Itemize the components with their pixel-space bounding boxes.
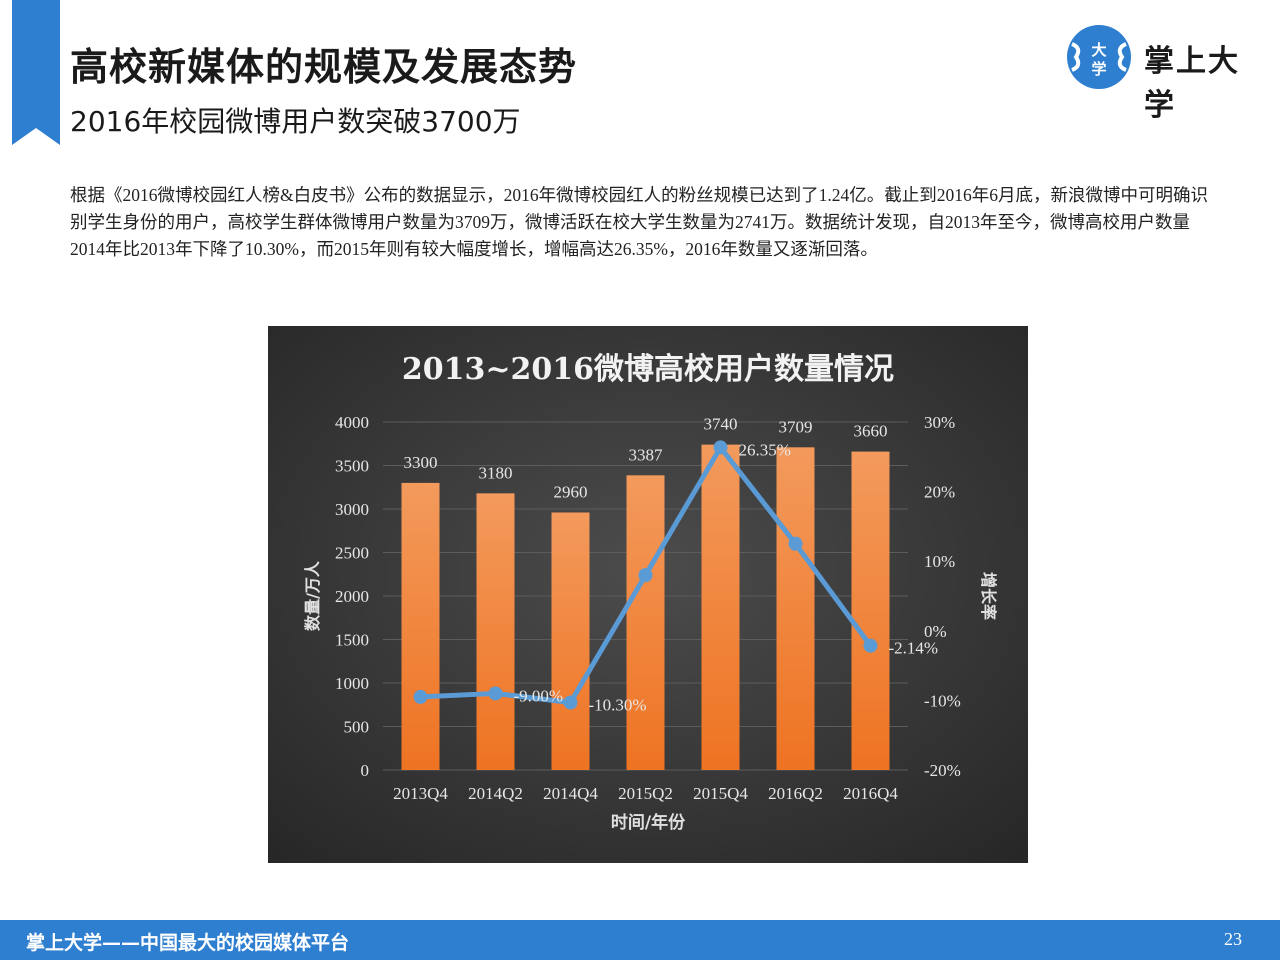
growth-rate-label: -9.00% — [514, 686, 564, 705]
footer-bar: 掌上大学——中国最大的校园媒体平台 23 — [0, 920, 1280, 960]
y-tick-label: 0 — [361, 761, 370, 780]
logo-mark-bottom: 学 — [1091, 60, 1106, 78]
bar — [851, 451, 890, 770]
decorative-side-tab — [12, 0, 60, 145]
y-tick-label: 1500 — [335, 631, 369, 650]
x-tick-label: 2016Q2 — [768, 784, 823, 803]
growth-rate-point — [413, 689, 428, 704]
y2-tick-label: 0% — [924, 622, 947, 641]
bar — [551, 512, 590, 770]
bar-value-label: 3709 — [779, 417, 813, 436]
y-axis-label: 数量/万人 — [303, 560, 322, 631]
x-tick-label: 2013Q4 — [393, 784, 448, 803]
bar-value-label: 2960 — [554, 482, 588, 501]
slide-title: 高校新媒体的规模及发展态势 — [70, 45, 578, 89]
footer-text: 掌上大学——中国最大的校园媒体平台 — [26, 932, 350, 954]
y2-tick-label: 20% — [924, 483, 955, 502]
growth-rate-label: -10.30% — [589, 695, 647, 714]
growth-rate-point — [488, 686, 503, 701]
x-tick-label: 2014Q4 — [543, 784, 598, 803]
x-tick-label: 2015Q4 — [693, 784, 748, 803]
growth-rate-point — [638, 568, 653, 583]
y2-axis-label: 增长率 — [979, 572, 998, 620]
x-tick-label: 2014Q2 — [468, 784, 523, 803]
y-tick-label: 4000 — [335, 413, 369, 432]
bar-value-label: 3300 — [404, 453, 438, 472]
y2-tick-label: -10% — [924, 691, 961, 710]
y-tick-label: 2000 — [335, 587, 369, 606]
bar — [626, 475, 665, 770]
bar-value-label: 3660 — [854, 422, 888, 441]
bar — [776, 447, 815, 770]
y-tick-label: 1000 — [335, 674, 369, 693]
growth-rate-point — [863, 638, 878, 653]
x-tick-label: 2015Q2 — [618, 784, 673, 803]
chart-title: 2013~2016微博高校用户数量情况 — [402, 352, 894, 387]
logo-mark-icon: 大 学 — [1067, 25, 1131, 89]
growth-rate-point — [563, 695, 578, 710]
slide-subtitle: 2016年校园微博用户数突破3700万 — [70, 105, 521, 138]
bar-value-label: 3180 — [479, 463, 513, 482]
x-axis-label: 时间/年份 — [611, 812, 686, 833]
intro-paragraph: 根据《2016微博校园红人榜&白皮书》公布的数据显示，2016年微博校园红人的粉… — [70, 185, 1208, 259]
logo-mark-top: 大 — [1091, 41, 1106, 59]
page-number: 23 — [1224, 929, 1242, 949]
y2-tick-label: -20% — [924, 761, 961, 780]
bar-value-label: 3387 — [629, 445, 664, 464]
user-count-chart: 2013~2016微博高校用户数量情况 0 500 1000 1500 2000 2500… — [268, 326, 1028, 863]
bar — [701, 444, 740, 770]
growth-rate-label: 26.35% — [739, 440, 791, 459]
bar — [476, 493, 515, 770]
logo-text: 掌上大学 — [1144, 44, 1240, 123]
y2-tick-label: 10% — [924, 552, 955, 571]
y-tick-label: 500 — [344, 718, 370, 737]
brand-logo: 大 学 掌上大学 — [1066, 24, 1266, 123]
y2-tick-label: 30% — [924, 413, 955, 432]
growth-rate-point — [788, 536, 803, 551]
y-tick-label: 3500 — [335, 457, 369, 476]
x-tick-label: 2016Q4 — [843, 784, 898, 803]
bar — [401, 482, 440, 770]
y-tick-label: 2500 — [335, 544, 369, 563]
growth-rate-label: -2.14% — [889, 639, 939, 658]
y-tick-label: 3000 — [335, 500, 369, 519]
bar-value-label: 3740 — [704, 415, 738, 434]
growth-rate-point — [713, 440, 728, 455]
